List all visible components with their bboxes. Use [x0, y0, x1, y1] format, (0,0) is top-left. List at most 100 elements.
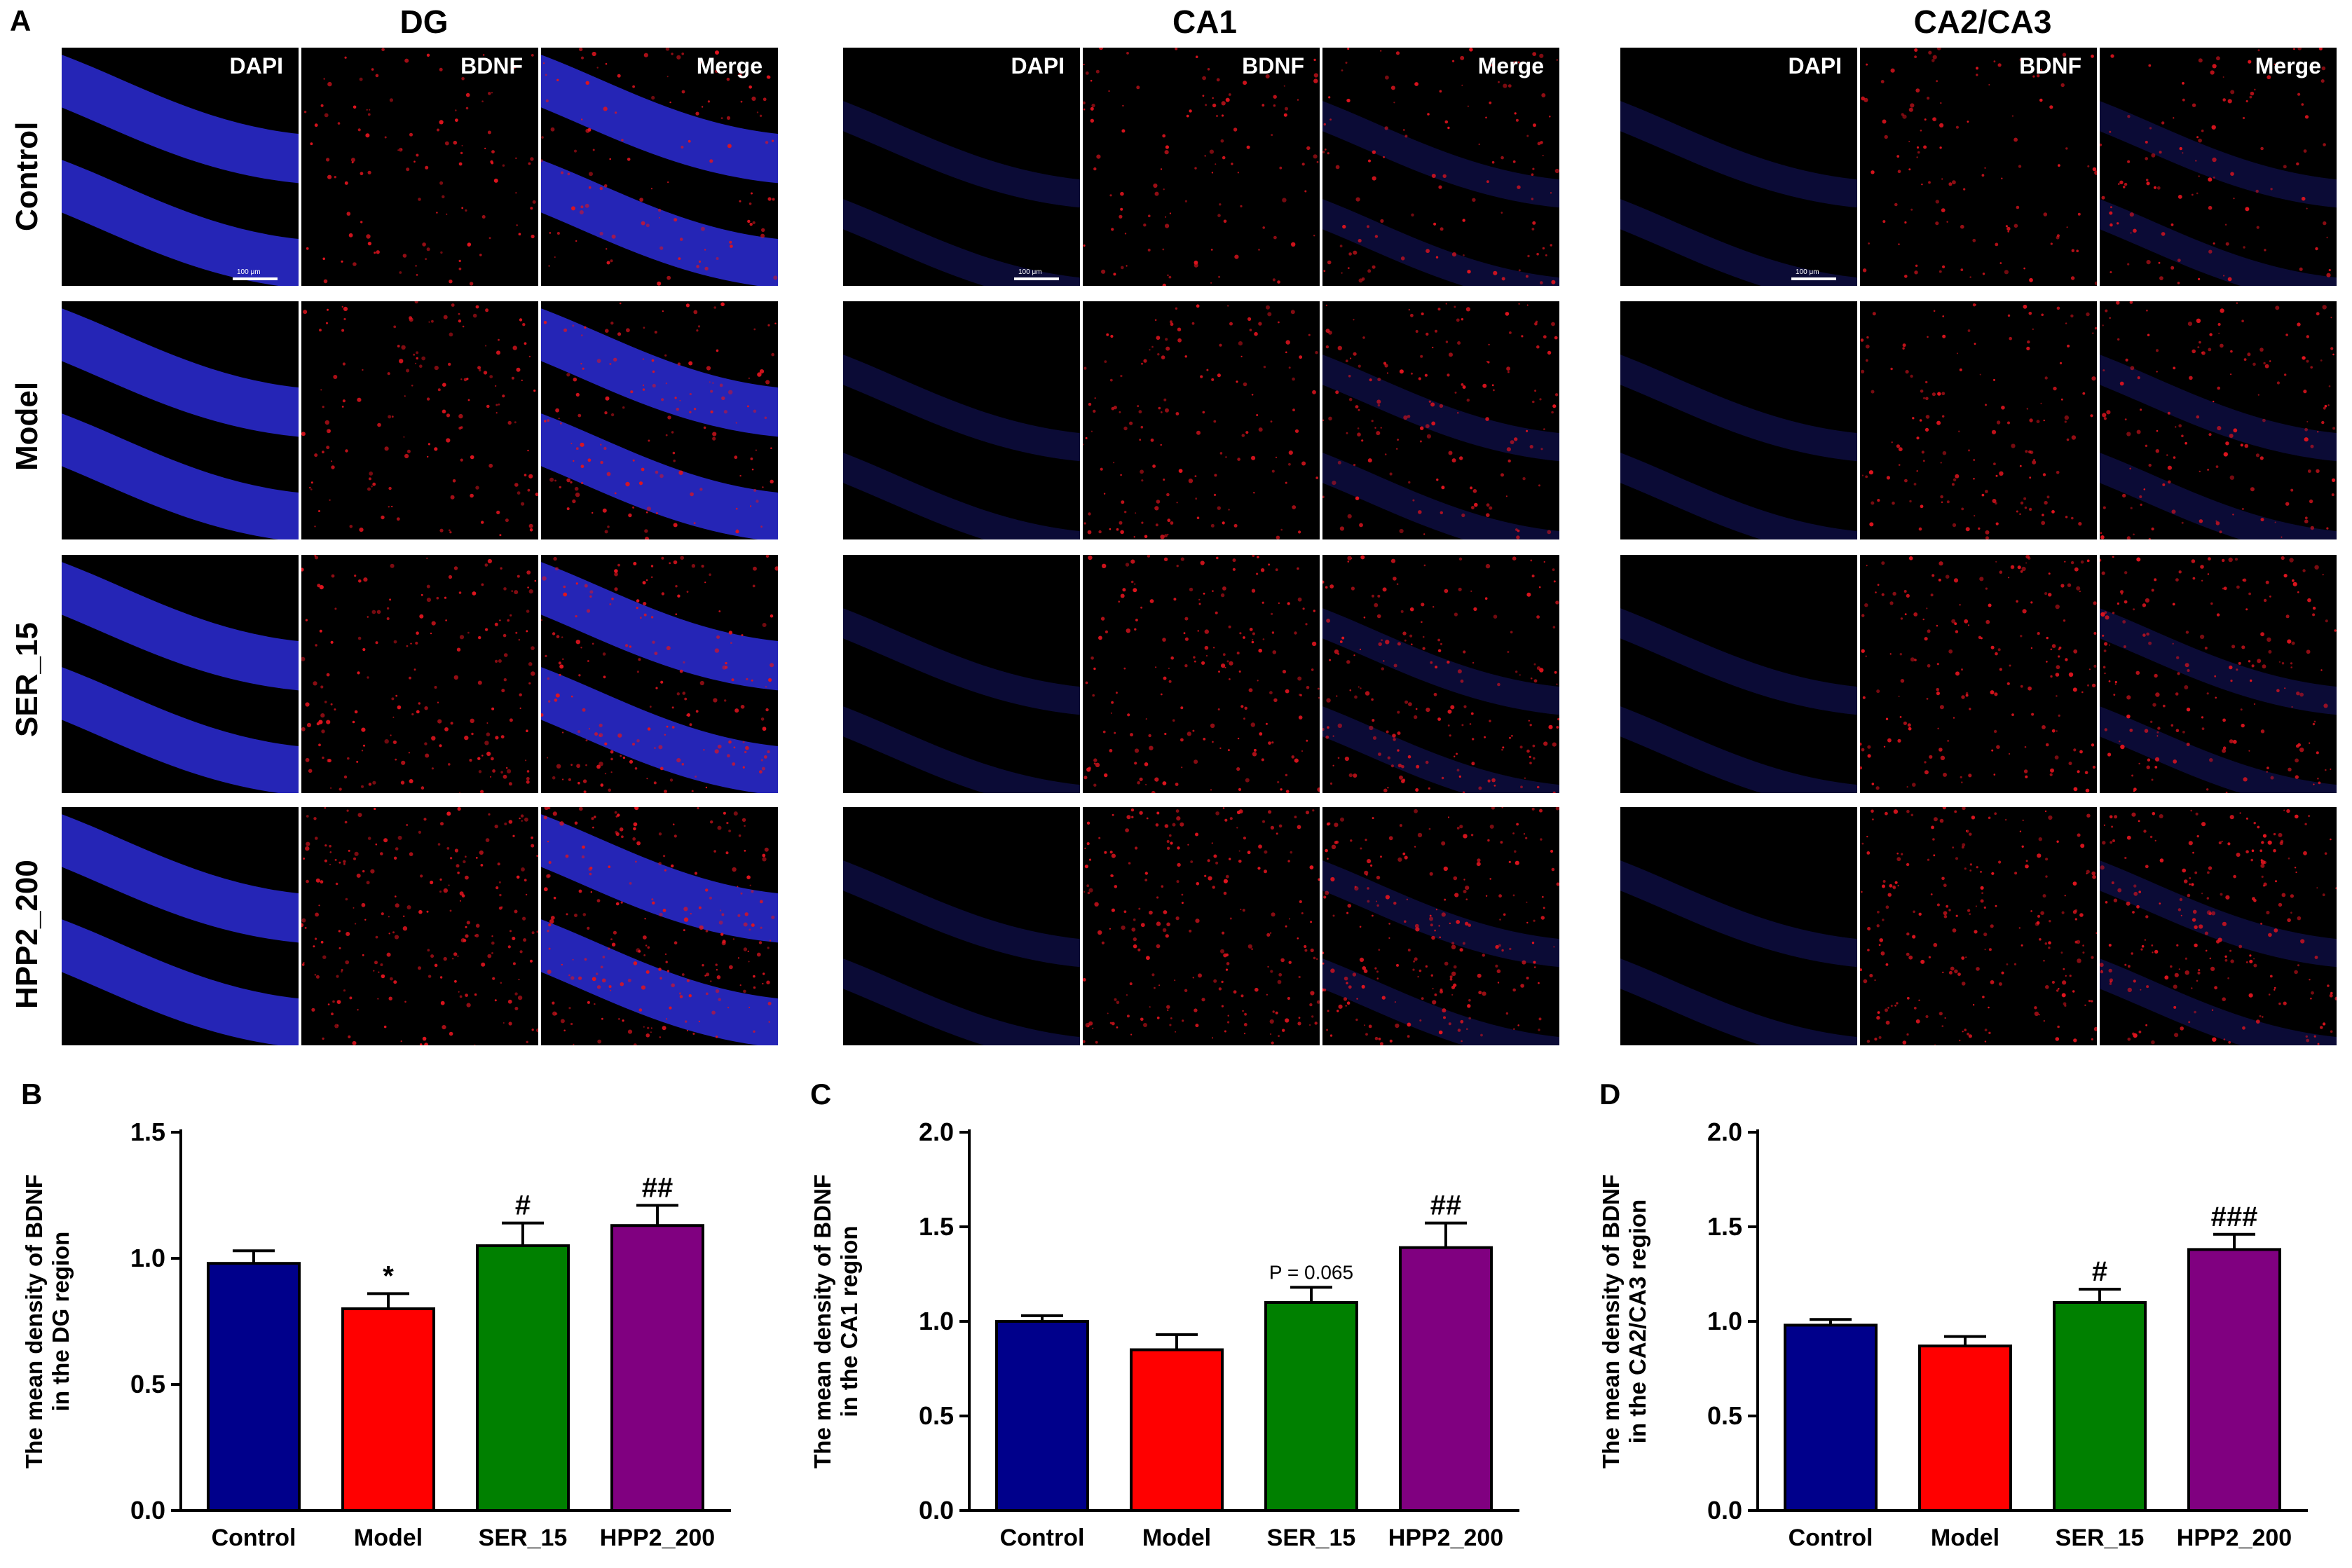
- micrograph-ca1-model-dapi: [843, 301, 1080, 539]
- y-axis-label-line: The mean density of BDNF: [809, 1174, 835, 1469]
- significance-annotation: ##: [1430, 1190, 1462, 1221]
- y-axis-label-line: The mean density of BDNF: [21, 1174, 47, 1469]
- micrograph-ca2-ca3-control-dapi: DAPI 100 μm: [1620, 48, 1857, 286]
- y-tick-label: 2.0: [1707, 1117, 1742, 1146]
- bar-ser-15: [1264, 1301, 1358, 1512]
- bar-control: [207, 1262, 301, 1512]
- micrograph-ca1-ser-15-bdnf: [1083, 555, 1320, 793]
- micrograph-ca1-control-merge: Merge: [1322, 48, 1559, 286]
- scale-bar: 100 μm: [1791, 265, 1836, 280]
- bar-control: [1784, 1323, 1878, 1512]
- micrograph-ca2-ca3-hpp2-200-dapi: [1620, 807, 1857, 1045]
- micrograph-ca2-ca3-ser-15-dapi: [1620, 555, 1857, 793]
- y-tick-label: 0.0: [919, 1496, 954, 1525]
- channel-label-bdnf: BDNF: [1242, 53, 1304, 78]
- micrograph-ca1-control-dapi: DAPI 100 μm: [843, 48, 1080, 286]
- significance-annotation: ###: [2211, 1202, 2258, 1232]
- x-tick-label: Model: [354, 1525, 423, 1551]
- region-title-ca1: CA1: [1172, 4, 1238, 40]
- scale-bar-label: 100 μm: [1018, 268, 1042, 276]
- panel-letter-a: A: [10, 4, 32, 37]
- micrograph-ca1-hpp2-200-dapi: [843, 807, 1080, 1045]
- row-label-control: Control: [10, 121, 44, 231]
- y-tick-label: 1.0: [130, 1244, 165, 1272]
- bar-chart-ca1: The mean density of BDNFin the CA1 regio…: [809, 1117, 1519, 1551]
- channel-label-merge: Merge: [2255, 53, 2321, 78]
- region-title-dg: DG: [399, 4, 449, 40]
- channel-label-bdnf: BDNF: [2019, 53, 2081, 78]
- micrograph-dg-control-bdnf: BDNF: [301, 48, 538, 286]
- bar-chart-dg: The mean density of BDNFin the DG region…: [21, 1117, 731, 1551]
- micrograph-dg-model-dapi: [62, 301, 299, 539]
- micrograph-ca2-ca3-model-bdnf: [1860, 301, 2097, 539]
- y-tick-label: 1.0: [919, 1307, 954, 1335]
- channel-label-dapi: DAPI: [1011, 53, 1065, 78]
- micrograph-dg-control-merge: Merge: [541, 48, 778, 286]
- scale-bar-label: 100 μm: [1796, 268, 1819, 276]
- bar-hpp2-200: [610, 1224, 704, 1512]
- micrograph-dg-control-dapi: DAPI 100 μm: [62, 48, 299, 286]
- scale-bar: 100 μm: [233, 265, 278, 280]
- micrograph-dg-hpp2-200-merge: [541, 807, 778, 1045]
- bar-hpp2-200: [2187, 1248, 2281, 1512]
- micrograph-ca2-ca3-control-bdnf: BDNF: [1860, 48, 2097, 286]
- x-tick-label: Control: [1789, 1525, 1873, 1551]
- micrograph-ca1-hpp2-200-merge: [1322, 807, 1559, 1045]
- micrograph-dg-hpp2-200-bdnf: [301, 807, 538, 1045]
- micrograph-ca1-ser-15-dapi: [843, 555, 1080, 793]
- significance-annotation: #: [515, 1190, 531, 1221]
- x-tick-label: Model: [1142, 1525, 1211, 1551]
- micrograph-dg-hpp2-200-dapi: [62, 807, 299, 1045]
- y-tick-label: 1.5: [919, 1212, 954, 1241]
- bar-model: [1130, 1348, 1224, 1512]
- micrograph-dg-ser-15-bdnf: [301, 555, 538, 793]
- region-title-ca2-ca3: CA2/CA3: [1913, 4, 2052, 40]
- micrograph-ca1-control-bdnf: BDNF: [1083, 48, 1320, 286]
- x-tick-label: Control: [1000, 1525, 1085, 1551]
- channel-label-merge: Merge: [1477, 53, 1544, 78]
- panel-letter-d: D: [1599, 1078, 1621, 1110]
- x-tick-label: HPP2_200: [2177, 1525, 2292, 1551]
- row-label-ser15: SER_15: [10, 622, 44, 737]
- x-tick-label: SER_15: [1267, 1525, 1356, 1551]
- y-tick-label: 1.5: [1707, 1212, 1742, 1241]
- scale-bar: 100 μm: [1014, 265, 1059, 280]
- row-label-hpp2-200: HPP2_200: [10, 860, 44, 1009]
- bar-ser-15: [2053, 1301, 2147, 1512]
- row-label-model: Model: [10, 381, 44, 471]
- scale-bar-label: 100 μm: [237, 268, 261, 276]
- x-tick-label: Control: [212, 1525, 296, 1551]
- micrograph-dg-model-merge: [541, 301, 778, 539]
- y-axis-label-line: The mean density of BDNF: [1598, 1174, 1624, 1469]
- y-tick-label: 0.5: [1707, 1401, 1742, 1430]
- micrograph-dg-ser-15-merge: [541, 555, 778, 793]
- significance-annotation: *: [383, 1260, 394, 1291]
- x-tick-label: SER_15: [479, 1525, 568, 1551]
- micrograph-ca2-ca3-hpp2-200-merge: [2100, 807, 2337, 1045]
- x-tick-label: HPP2_200: [1388, 1525, 1503, 1551]
- y-tick-label: 0.5: [130, 1370, 165, 1398]
- x-tick-label: HPP2_200: [600, 1525, 715, 1551]
- micrograph-ca1-ser-15-merge: [1322, 555, 1559, 793]
- significance-annotation: #: [2092, 1256, 2107, 1287]
- significance-annotation: ##: [642, 1172, 674, 1203]
- micrograph-ca1-model-merge: [1322, 301, 1559, 539]
- y-axis-label-line: in the CA1 region: [836, 1225, 862, 1417]
- micrograph-ca1-hpp2-200-bdnf: [1083, 807, 1320, 1045]
- x-tick-label: Model: [1931, 1525, 1999, 1551]
- bar-model: [1918, 1345, 2012, 1512]
- bar-chart-ca2-ca3: The mean density of BDNFin the CA2/CA3 r…: [1598, 1117, 2308, 1551]
- micrograph-ca1-model-bdnf: [1083, 301, 1320, 539]
- channel-label-dapi: DAPI: [229, 53, 283, 78]
- y-tick-label: 2.0: [919, 1117, 954, 1146]
- y-tick-label: 1.5: [130, 1117, 165, 1146]
- micrograph-ca2-ca3-hpp2-200-bdnf: [1860, 807, 2097, 1045]
- significance-annotation: P = 0.065: [1269, 1261, 1353, 1283]
- micrograph-ca2-ca3-model-merge: [2100, 301, 2337, 539]
- channel-label-dapi: DAPI: [1788, 53, 1842, 78]
- channel-label-merge: Merge: [696, 53, 763, 78]
- y-axis-label: The mean density of BDNFin the CA2/CA3 r…: [1598, 1174, 1650, 1469]
- y-axis-label: The mean density of BDNFin the DG region: [21, 1174, 74, 1469]
- micrograph-ca2-ca3-ser-15-merge: [2100, 555, 2337, 793]
- y-tick-label: 0.0: [1707, 1496, 1742, 1525]
